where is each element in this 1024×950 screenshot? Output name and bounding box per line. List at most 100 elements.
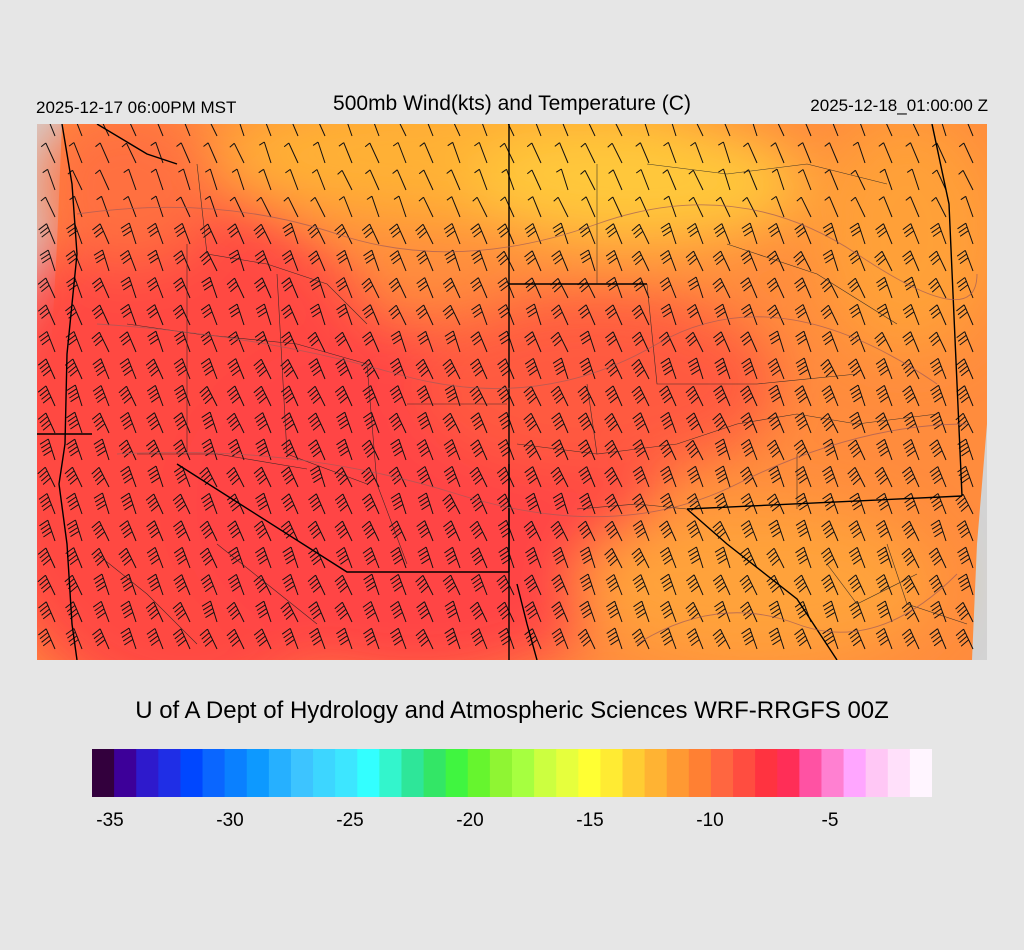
wind-barb — [311, 169, 326, 191]
wind-barb — [798, 169, 812, 191]
wind-barb — [227, 331, 245, 353]
wind-barb — [362, 331, 380, 353]
wind-barb — [147, 222, 164, 245]
wind-barb — [498, 546, 515, 569]
wind-barb — [255, 303, 272, 326]
wind-barb — [497, 358, 515, 380]
wind-barb — [903, 276, 920, 299]
colorbar-tick-label: -10 — [696, 810, 724, 831]
colorbar-tick-labels: -35 -30 -25 -20 -15 -10 -5 — [92, 810, 932, 834]
wind-barb — [797, 142, 812, 164]
wind-barb — [118, 439, 137, 461]
wind-barb — [930, 384, 947, 407]
wind-barb — [631, 331, 650, 353]
wind-barb — [173, 250, 191, 272]
wind-barb — [66, 438, 83, 461]
wind-barb — [579, 600, 596, 623]
wind-barb — [42, 168, 56, 191]
wind-barb — [794, 628, 812, 650]
wind-barb — [821, 520, 839, 542]
wind-barb — [606, 276, 623, 299]
wind-barb — [740, 520, 758, 542]
wind-barb — [226, 467, 245, 488]
wind-barb — [389, 250, 407, 272]
wind-barb — [37, 574, 56, 596]
wind-barb — [795, 357, 812, 380]
wind-barb — [282, 222, 299, 245]
colorbar-swatch — [578, 749, 602, 797]
wind-barb — [390, 330, 407, 353]
wind-barb — [524, 250, 542, 272]
colorbar-tick-label: -35 — [96, 810, 124, 831]
wind-barb — [687, 357, 704, 380]
wind-barb — [687, 276, 704, 299]
wind-barb — [334, 601, 353, 623]
wind-barb — [337, 170, 353, 191]
wind-barb — [184, 124, 191, 137]
wind-barb — [957, 438, 974, 461]
wind-barb — [390, 438, 407, 461]
wind-barb — [632, 439, 650, 461]
wind-barb — [644, 124, 650, 137]
wind-barb — [713, 331, 731, 353]
wind-barb — [660, 222, 677, 245]
wind-barb — [849, 492, 866, 515]
wind-barb — [173, 546, 191, 569]
wind-barb — [119, 249, 137, 272]
wind-barb — [579, 492, 596, 515]
wind-barb — [442, 277, 461, 299]
colorbar-tick-label: -20 — [456, 810, 484, 831]
wind-barb — [94, 169, 110, 191]
wind-barb — [615, 124, 623, 137]
colorbar-swatch — [92, 749, 115, 797]
wind-barb — [309, 627, 326, 650]
wind-barb — [66, 411, 83, 434]
wind-barb — [470, 277, 488, 299]
wind-barb — [527, 196, 542, 218]
wind-barb — [875, 519, 893, 542]
wind-barb — [416, 439, 434, 461]
colorbar-swatch — [114, 749, 137, 797]
wind-barb — [766, 277, 785, 299]
temperature-wind-map — [37, 124, 987, 660]
wind-barb — [929, 466, 947, 488]
wind-barb — [608, 169, 623, 191]
wind-barb — [658, 520, 677, 542]
wind-barb — [604, 466, 623, 488]
colorbar-swatch — [313, 749, 336, 797]
wind-barb — [199, 520, 218, 542]
wind-barb — [334, 467, 353, 488]
wind-barb — [447, 141, 461, 164]
wind-barb — [308, 250, 326, 272]
wind-barb — [416, 385, 434, 407]
wind-barb — [307, 412, 326, 434]
wind-barb — [308, 601, 326, 623]
wind-barb — [65, 628, 83, 650]
wind-barb — [308, 439, 326, 461]
wind-barb — [688, 196, 704, 218]
wind-barb — [523, 385, 542, 407]
wind-barb — [905, 196, 920, 218]
colorbar-swatch — [180, 749, 204, 797]
wind-barb — [91, 467, 110, 488]
wind-barb — [416, 277, 434, 299]
wind-barb — [66, 276, 83, 299]
wind-barb — [930, 411, 947, 434]
wind-barb — [307, 223, 326, 245]
wind-barb — [956, 331, 974, 353]
wind-barb — [281, 304, 299, 326]
wind-barb — [524, 601, 542, 623]
wind-barb — [562, 124, 569, 137]
wind-barb — [442, 412, 461, 434]
wind-barb — [498, 627, 515, 650]
wind-barb — [259, 141, 272, 164]
wind-barb — [334, 223, 353, 245]
wind-barb — [741, 303, 758, 326]
wind-barb — [875, 627, 893, 650]
wind-barb — [794, 465, 812, 488]
wind-barb — [660, 303, 677, 326]
wind-barb — [363, 249, 380, 272]
colorbar-swatch — [534, 749, 557, 797]
wind-barb — [660, 465, 677, 488]
wind-barb — [336, 249, 353, 272]
